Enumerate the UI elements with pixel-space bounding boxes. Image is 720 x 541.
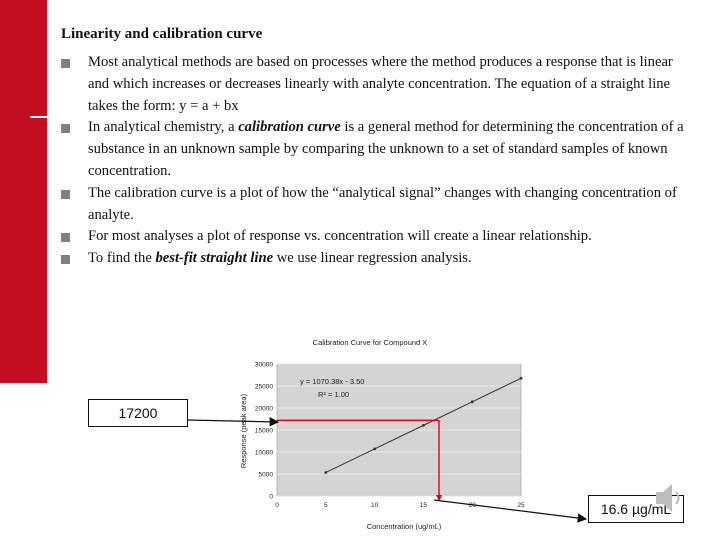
bullet-text: Most analytical methods are based on pro… [88,54,673,114]
concentration-callout: 16.6 µg/mL [588,495,684,523]
response-callout: 17200 [88,399,188,427]
slide-title: Linearity and calibration curve [61,26,263,42]
data-point [324,471,328,474]
chart-r-squared: R² = 1.00 [318,390,349,399]
bullet-square-icon [61,255,70,265]
bullet-item: Most analytical methods are based on pro… [61,52,691,117]
bullet-square-icon [61,59,70,68]
data-point [519,376,523,380]
y-tick-label: 5000 [259,472,274,479]
y-tick-label: 25000 [255,384,273,391]
bullet-square-icon [61,189,70,199]
bullet-square-icon [61,233,70,243]
data-point [470,400,474,404]
chart-svg: Calibration Curve for Compound X 0 5000 10… [239,338,525,531]
accent-bar [0,0,50,383]
x-tick-label: 20 [469,502,477,509]
chart-equation: y = 1070.38x - 3.50 [300,377,364,386]
bullet-text: To find the best-fit straight line we us… [88,250,472,267]
bullet-text: The calibration curve is a plot of how t… [88,184,677,223]
bullet-item: The calibration curve is a plot of how t… [61,183,691,227]
bullet-text: For most analyses a plot of response vs.… [88,228,592,245]
bullet-item: For most analyses a plot of response vs.… [61,226,691,248]
chart-title: Calibration Curve for Compound X [313,338,428,347]
y-tick-label: 10000 [255,450,273,457]
x-tick-label: 0 [275,502,279,509]
y-tick-label: 15000 [255,428,273,435]
bullet-item: To find the best-fit straight line we us… [61,248,691,270]
chart-y-label: Response (peak area) [239,393,248,468]
y-tick-label: 20000 [255,406,273,413]
guide-arrowhead [436,495,443,501]
chart-x-label: Concentration (ug/mL) [367,522,442,531]
x-tick-label: 5 [324,502,328,509]
bullet-text: In analytical chemistry, a calibration c… [88,119,684,179]
bullet-list: Most analytical methods are based on pro… [61,52,691,270]
bullet-square-icon [61,124,70,134]
x-tick-label: 10 [371,502,379,509]
y-tick-label: 30000 [255,362,273,369]
calibration-chart: Calibration Curve for Compound X 0 5000 10… [228,336,548,536]
x-tick-label: 25 [517,502,525,509]
data-point [422,423,425,427]
speaker-icon[interactable] [654,478,684,518]
x-tick-label: 15 [420,502,428,509]
y-tick-label: 0 [269,494,273,501]
bullet-item: In analytical chemistry, a calibration c… [61,117,691,182]
data-point [373,447,376,451]
